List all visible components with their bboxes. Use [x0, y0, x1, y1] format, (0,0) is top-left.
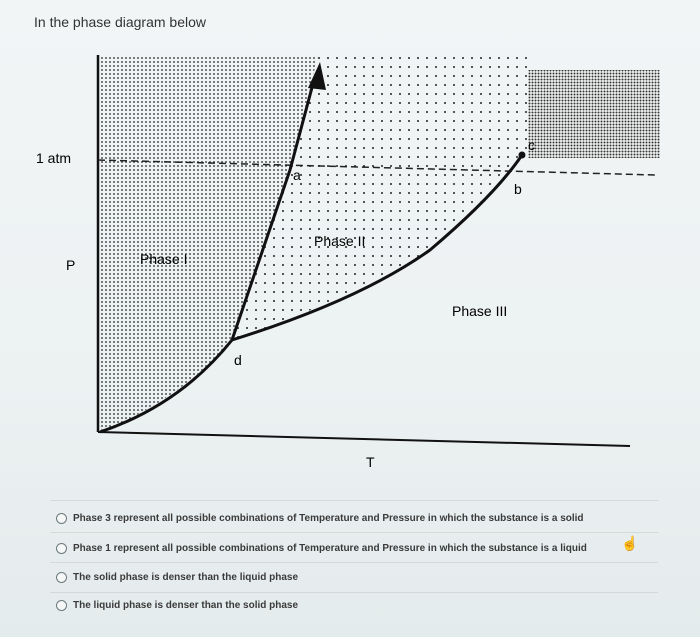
- radio-button-icon[interactable]: [56, 543, 67, 554]
- phase-1-label: Phase I: [140, 251, 187, 267]
- phase-1-region: [98, 55, 318, 432]
- option-4[interactable]: The liquid phase is denser than the soli…: [56, 600, 298, 611]
- vaporization-curve: [231, 154, 524, 342]
- divider: [50, 592, 658, 593]
- point-a-label: a: [293, 167, 301, 183]
- melting-curve: [230, 79, 316, 341]
- point-d-label: d: [234, 352, 242, 368]
- question-prompt: In the phase diagram below: [34, 14, 206, 30]
- option-label: Phase 1 represent all possible combinati…: [73, 543, 587, 554]
- radio-button-icon[interactable]: [56, 513, 67, 524]
- divider: [50, 532, 658, 533]
- phase-2-label: Phase II: [314, 233, 365, 249]
- sublimation-curve: [99, 339, 234, 434]
- option-label: Phase 3 represent all possible combinati…: [73, 513, 584, 524]
- critical-point: [518, 151, 526, 159]
- option-label: The solid phase is denser than the liqui…: [73, 572, 299, 583]
- x-axis-label: T: [366, 454, 375, 470]
- hand-pointer-icon: ☝: [621, 535, 639, 551]
- supercritical-region: [528, 70, 660, 158]
- arrow-head-icon: [308, 62, 326, 90]
- option-3[interactable]: The solid phase is denser than the liqui…: [56, 572, 298, 583]
- divider: [50, 562, 658, 563]
- one-atm-label: 1 atm: [36, 150, 71, 166]
- one-atm-dashed-line: [97, 159, 656, 176]
- y-axis-label: P: [66, 257, 75, 273]
- radio-button-icon[interactable]: [56, 600, 67, 611]
- phase-3-label: Phase III: [452, 303, 507, 319]
- phase-diagram: 1 atm P T Phase I Phase II Phase III a b…: [36, 55, 660, 470]
- point-b-label: b: [514, 181, 522, 197]
- option-1[interactable]: Phase 3 represent all possible combinati…: [56, 513, 584, 524]
- x-axis: [97, 431, 631, 447]
- point-c-label: c: [528, 137, 535, 153]
- divider: [50, 500, 658, 501]
- radio-button-icon[interactable]: [56, 572, 67, 583]
- option-label: The liquid phase is denser than the soli…: [73, 600, 299, 611]
- phase-2-region: [232, 55, 528, 340]
- option-2[interactable]: Phase 1 represent all possible combinati…: [56, 543, 587, 554]
